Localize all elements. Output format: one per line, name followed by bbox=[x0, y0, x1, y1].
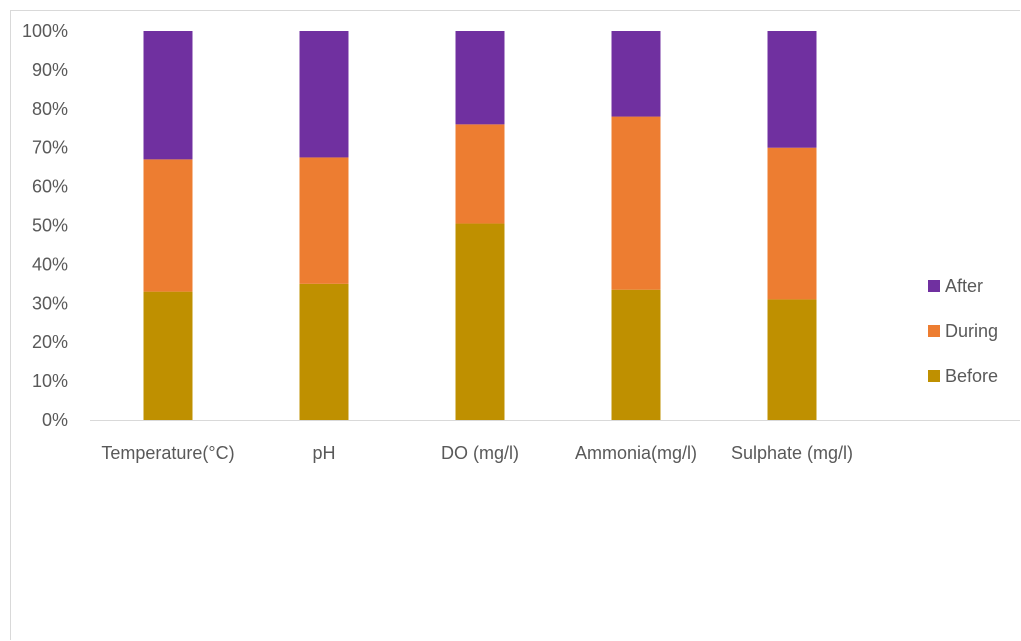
bar-segment-before bbox=[143, 291, 193, 420]
bar-segment-after bbox=[143, 31, 193, 160]
bar-segment-before bbox=[299, 283, 349, 420]
bar-segment-before bbox=[455, 223, 505, 420]
y-tick-label: 80% bbox=[32, 99, 68, 119]
legend-label-after: After bbox=[945, 276, 983, 296]
bar-segment-after bbox=[611, 31, 661, 117]
x-tick-label: pH bbox=[312, 443, 335, 463]
legend-label-before: Before bbox=[945, 366, 998, 386]
legend-label-during: During bbox=[945, 321, 998, 341]
bar-segment-during bbox=[143, 159, 193, 292]
y-tick-label: 50% bbox=[32, 216, 68, 236]
bar-segment-after bbox=[767, 31, 817, 148]
y-tick-label: 60% bbox=[32, 177, 68, 197]
bar-segment-during bbox=[767, 147, 817, 300]
x-tick-label: Sulphate (mg/l) bbox=[731, 443, 853, 463]
bar-segment-during bbox=[299, 157, 349, 284]
legend-swatch-during bbox=[928, 325, 940, 337]
x-tick-label: DO (mg/l) bbox=[441, 443, 519, 463]
bar-segment-after bbox=[299, 31, 349, 158]
y-tick-label: 10% bbox=[32, 371, 68, 391]
bar-segment-before bbox=[611, 289, 661, 420]
x-tick-label: Ammonia(mg/l) bbox=[575, 443, 697, 463]
legend-swatch-before bbox=[928, 370, 940, 382]
y-tick-label: 70% bbox=[32, 138, 68, 158]
y-tick-label: 0% bbox=[42, 410, 68, 430]
chart-area bbox=[10, 10, 1020, 640]
bar-segment-before bbox=[767, 299, 817, 420]
y-tick-label: 40% bbox=[32, 254, 68, 274]
bar-segment-during bbox=[611, 116, 661, 290]
y-tick-label: 20% bbox=[32, 332, 68, 352]
legend-swatch-after bbox=[928, 280, 940, 292]
y-tick-label: 90% bbox=[32, 60, 68, 80]
x-tick-label: Temperature(°C) bbox=[101, 443, 234, 463]
y-tick-label: 100% bbox=[22, 21, 68, 41]
bar-segment-during bbox=[455, 124, 505, 224]
bar-segment-after bbox=[455, 31, 505, 125]
y-tick-label: 30% bbox=[32, 293, 68, 313]
